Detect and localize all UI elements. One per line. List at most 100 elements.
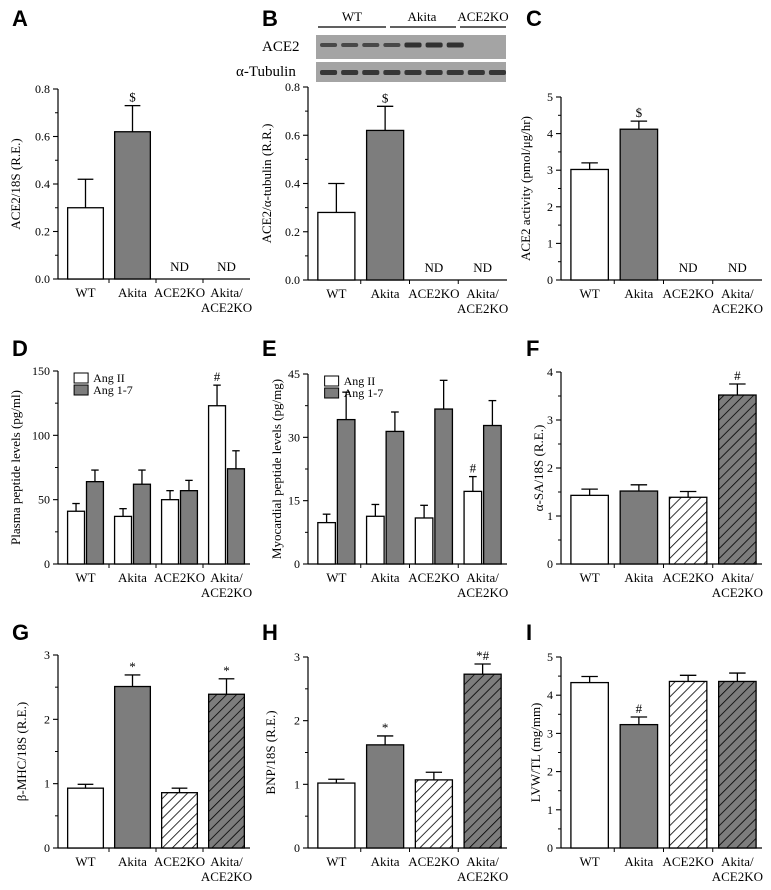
x-tick-label: Akita	[118, 285, 147, 300]
bar	[718, 394, 757, 565]
y-tick-label: 100	[32, 428, 50, 442]
y-tick-label: 0.6	[35, 130, 50, 144]
bar	[113, 515, 133, 565]
y-axis-label: ACE2/α-tubulin (R.R.)	[259, 124, 274, 244]
x-tick-label: Akita	[624, 854, 653, 869]
x-tick-label: Akita/	[721, 570, 754, 585]
x-tick-label: ACE2KO	[408, 854, 459, 869]
panel-b: B 0.0 0.2 0.4 0.6 0.8 ACE2/α-tubulin (R.R.) WT A…	[259, 6, 508, 316]
x-tick-label: Akita/	[210, 854, 243, 869]
bar	[434, 408, 454, 565]
bar	[668, 496, 708, 565]
bar	[570, 494, 609, 565]
bar	[160, 792, 199, 849]
y-tick-label: 1	[547, 509, 553, 523]
bar	[619, 490, 659, 565]
blot-band-ace2	[446, 42, 464, 48]
y-tick-label: 0.4	[285, 177, 300, 191]
blot-band-tubulin	[488, 70, 506, 75]
panel-label: A	[12, 6, 28, 31]
panel-label: C	[526, 6, 542, 31]
y-tick-label: 2	[547, 765, 553, 779]
legend-label: Ang II	[344, 374, 376, 388]
y-tick-label: 5	[547, 90, 553, 104]
bar	[317, 521, 337, 565]
bar	[385, 430, 405, 565]
bar	[207, 693, 246, 849]
panel-label: H	[262, 620, 278, 645]
bar	[365, 744, 405, 849]
significance-mark: #	[734, 368, 741, 383]
y-tick-label: 4	[547, 365, 553, 379]
x-tick-label: ACE2KO	[154, 854, 205, 869]
x-tick-label: WT	[580, 854, 600, 869]
x-tick-label: WT	[580, 570, 600, 585]
panel-label: G	[12, 620, 29, 645]
bar	[482, 424, 502, 565]
blot-band-tubulin	[362, 70, 380, 75]
y-tick-label: 4	[547, 127, 553, 141]
x-tick-label: ACE2KO	[457, 869, 508, 884]
western-blot: WT Akita ACE2KO ACE2 α-Tubulin	[236, 9, 509, 82]
bar	[85, 481, 105, 565]
x-tick-label: ACE2KO	[457, 301, 508, 316]
legend-label: Ang 1-7	[93, 383, 133, 397]
legend-swatch	[324, 387, 340, 399]
x-tick-label: ACE2KO	[201, 585, 252, 600]
x-tick-label: WT	[326, 570, 346, 585]
y-tick-label: 0	[547, 841, 553, 855]
x-tick-label: Akita/	[721, 286, 754, 301]
legend-label: Ang II	[93, 371, 125, 385]
y-tick-label: 3	[547, 413, 553, 427]
significance-mark: $	[382, 90, 389, 105]
bar	[570, 681, 609, 849]
blot-group-ace2ko: ACE2KO	[457, 9, 508, 24]
blot-row-tubulin-label: α-Tubulin	[236, 64, 296, 80]
blot-group-wt: WT	[342, 9, 362, 24]
y-tick-label: 1	[294, 777, 300, 791]
x-tick-label: ACE2KO	[712, 585, 763, 600]
bar	[668, 680, 708, 849]
bar	[619, 723, 659, 849]
bar	[365, 129, 405, 281]
x-tick-label: Akita	[371, 854, 400, 869]
y-tick-label: 2	[44, 712, 50, 726]
x-tick-label: WT	[326, 854, 346, 869]
significance-mark: #	[636, 701, 643, 716]
nd-label: ND	[170, 259, 189, 274]
y-tick-label: 0	[547, 557, 553, 571]
x-tick-label: ACE2KO	[662, 570, 713, 585]
y-tick-label: 0.8	[35, 82, 50, 96]
x-tick-label: ACE2KO	[457, 585, 508, 600]
x-tick-label: Akita	[118, 570, 147, 585]
y-axis-label: ACE2 activity (pmol/μg/hr)	[518, 116, 533, 261]
x-tick-label: Akita/	[466, 854, 499, 869]
panel-label: E	[262, 336, 277, 361]
bar	[132, 483, 152, 565]
panel-label: D	[12, 336, 28, 361]
bar	[66, 510, 86, 565]
significance-mark: *	[223, 663, 230, 678]
chart-panels: A 0.0 0.2 0.4 0.6 0.8 ACE2/18S (R.E.) WT Akita AC…	[8, 6, 763, 884]
bar	[160, 499, 180, 565]
x-tick-label: ACE2KO	[154, 285, 205, 300]
y-tick-label: 2	[547, 461, 553, 475]
significance-mark: $	[129, 90, 136, 105]
x-tick-label: WT	[326, 286, 346, 301]
y-tick-label: 0.0	[35, 272, 50, 286]
blot-band-ace2	[404, 42, 422, 48]
panel-c: C 0 1 2 3 4 5 ACE2 activity (pmol/μg/hr) WT Akita…	[518, 6, 763, 316]
x-tick-label: ACE2KO	[712, 301, 763, 316]
y-tick-label: 5	[547, 650, 553, 664]
x-tick-label: ACE2KO	[408, 286, 459, 301]
y-tick-label: 2	[294, 714, 300, 728]
y-axis-label: Myocardial peptide levels (pg/mg)	[269, 379, 284, 559]
y-tick-label: 0.2	[35, 225, 50, 239]
x-tick-label: ACE2KO	[712, 869, 763, 884]
bar	[619, 128, 659, 281]
